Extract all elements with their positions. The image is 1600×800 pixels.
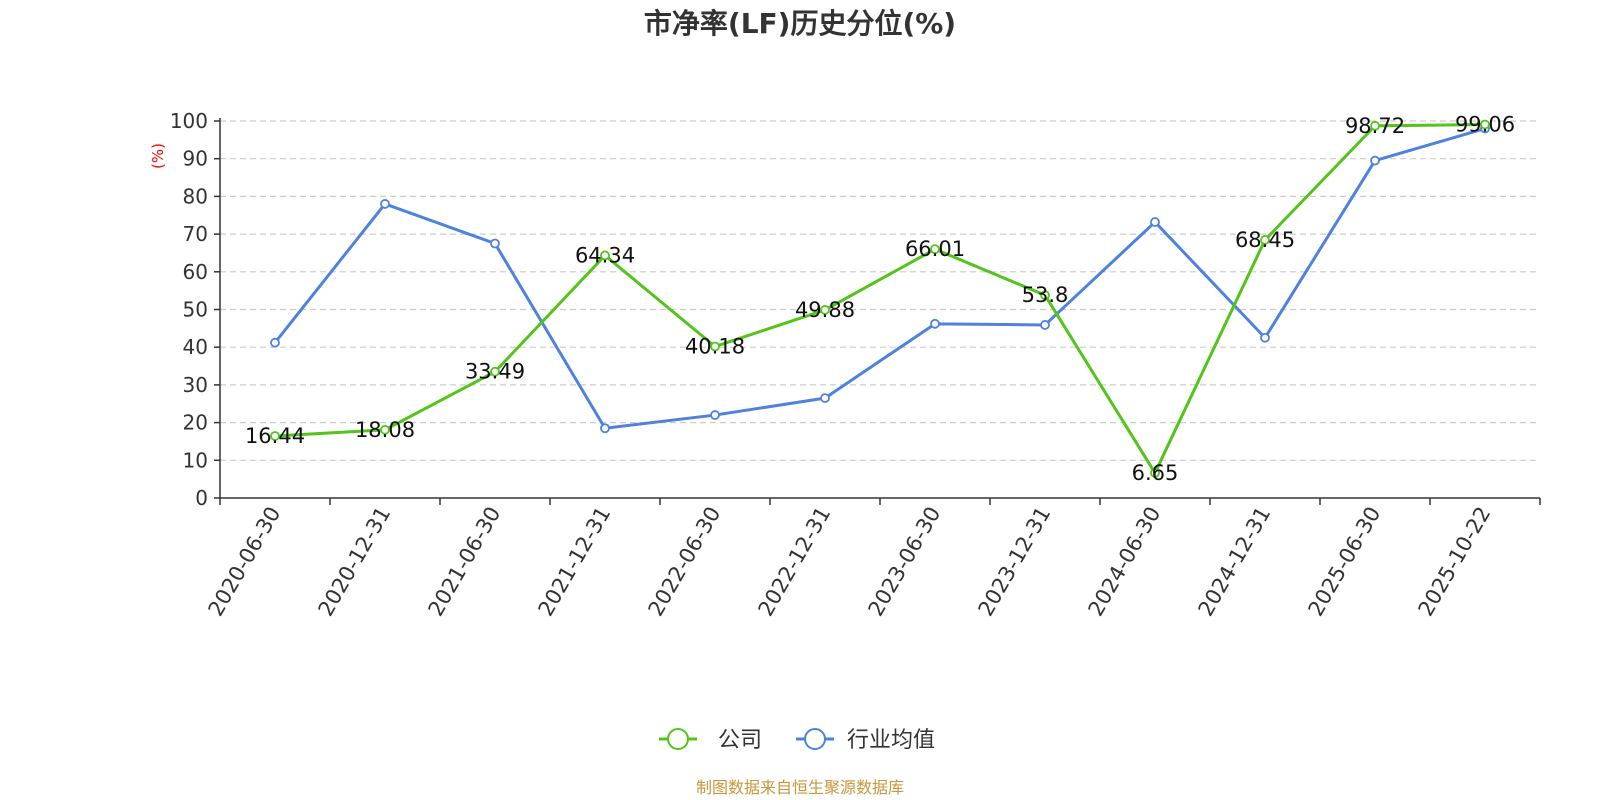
legend-label-company[interactable]: 公司 (718, 728, 762, 753)
data-point[interactable] (820, 393, 830, 403)
data-label: 53.8 (1022, 283, 1069, 307)
series-line-0 (274, 123, 1486, 475)
y-tick-label: 80 (183, 184, 208, 208)
data-label: 18.08 (355, 418, 415, 442)
data-point[interactable] (1260, 332, 1270, 343)
x-tick-label: 2020-12-31 (314, 503, 396, 621)
data-label: 66.01 (905, 237, 965, 261)
data-label: 64.34 (575, 243, 635, 267)
y-tick-label: 100 (170, 109, 208, 133)
data-label: 49.88 (795, 298, 855, 322)
data-point[interactable] (490, 366, 500, 377)
data-point[interactable] (600, 250, 610, 261)
axes: 0 10 20 30 40 50 60 70 80 90 100 2020-06-30 2020-12-… (170, 109, 1541, 621)
y-tick-label: 40 (183, 335, 208, 359)
x-tick-label: 2022-06-30 (644, 503, 726, 621)
x-tick-label: 2023-06-30 (864, 503, 946, 621)
data-point[interactable] (1040, 320, 1050, 330)
data-labels: 16.44 18.08 33.49 64.34 40.18 49.88 66.01 53.8 6… (245, 113, 1515, 485)
data-point[interactable] (1370, 120, 1380, 131)
legend: 公司 行业均值 (659, 728, 935, 753)
data-point[interactable] (710, 410, 720, 420)
y-tick-label: 90 (183, 147, 208, 171)
y-tick-label: 70 (183, 222, 208, 246)
data-point[interactable] (710, 341, 720, 352)
x-tick-label: 2024-12-31 (1194, 503, 1276, 621)
x-tick-label: 2021-06-30 (424, 503, 506, 621)
data-point[interactable] (1260, 235, 1270, 245)
data-label: 99.06 (1455, 113, 1515, 137)
data-point[interactable] (1370, 155, 1380, 166)
data-point[interactable] (930, 318, 940, 329)
chart-title: 市净率(LF)历史分位(%) (644, 7, 956, 40)
data-point[interactable] (270, 431, 280, 441)
data-label: 6.65 (1132, 461, 1179, 485)
data-point[interactable] (930, 244, 940, 255)
series-lines (270, 119, 1490, 478)
y-tick-label: 50 (183, 298, 208, 322)
data-label: 98.72 (1345, 114, 1405, 138)
data-label: 33.49 (465, 360, 525, 384)
y-tick-label: 60 (183, 260, 208, 284)
data-point[interactable] (380, 424, 390, 435)
x-tick-label: 2022-12-31 (754, 503, 836, 621)
data-point[interactable] (1150, 217, 1160, 227)
source-note: 制图数据来自恒生聚源数据库 (696, 778, 904, 797)
data-label: 40.18 (685, 335, 745, 359)
data-point[interactable] (1480, 119, 1490, 130)
x-tick-label: 2025-10-22 (1414, 503, 1496, 621)
data-point[interactable] (270, 337, 280, 348)
data-point[interactable] (490, 238, 500, 249)
y-tick-label: 30 (183, 373, 208, 397)
x-tick-label: 2025-06-30 (1304, 503, 1386, 621)
x-tick-label: 2023-12-31 (974, 503, 1056, 621)
x-tick-label: 2024-06-30 (1084, 503, 1166, 621)
data-label: 68.45 (1235, 228, 1295, 252)
data-point[interactable] (1040, 290, 1050, 301)
y-tick-label: 20 (183, 411, 208, 435)
y-tick-label: 0 (195, 486, 208, 510)
legend-marker-industry[interactable] (804, 728, 826, 750)
y-tick-label: 10 (183, 448, 208, 472)
data-point[interactable] (380, 199, 390, 209)
legend-marker-company[interactable] (667, 728, 689, 750)
data-point[interactable] (820, 305, 830, 315)
data-label: 16.44 (245, 424, 305, 448)
y-axis-unit: (%) (149, 143, 167, 169)
grid-lines (220, 120, 1540, 461)
data-point[interactable] (600, 423, 610, 434)
legend-label-industry[interactable]: 行业均值 (847, 728, 935, 753)
x-tick-label: 2021-12-31 (534, 503, 616, 621)
data-point[interactable] (1150, 468, 1160, 478)
series-line-1 (273, 127, 1486, 430)
x-tick-label: 2020-06-30 (204, 503, 286, 621)
